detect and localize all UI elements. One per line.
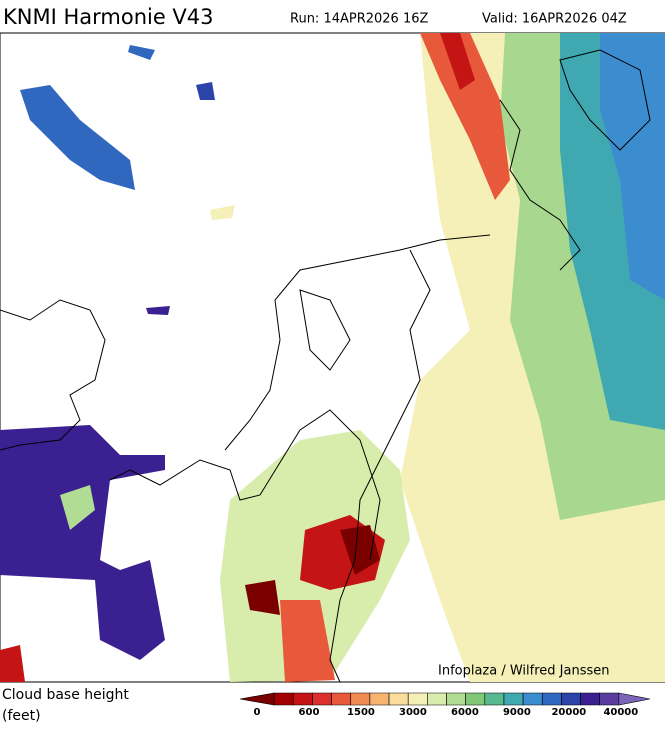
colorbar-swatch xyxy=(293,692,313,706)
field-blue-sea xyxy=(20,85,135,190)
field-orange xyxy=(420,33,510,200)
colorbar-swatch xyxy=(388,692,409,706)
coastline-sweden xyxy=(559,49,651,151)
field-darkred-spot xyxy=(245,580,280,615)
colorbar-swatch xyxy=(331,692,352,706)
colorbar-swatch xyxy=(465,692,486,706)
colorbar-swatch xyxy=(618,692,651,706)
colorbar-label: 600 xyxy=(299,707,320,718)
colorbar-swatch xyxy=(350,692,371,706)
colorbar-swatch xyxy=(522,692,543,706)
coastline-netherlands xyxy=(224,234,491,451)
colorbar-label: 40000 xyxy=(603,707,638,718)
colorbar-swatch xyxy=(312,692,332,706)
colorbar-label: 0 xyxy=(254,707,261,718)
colorbar-swatch xyxy=(541,692,562,706)
title: KNMI Harmonie V43 xyxy=(3,5,214,29)
colorbar-swatch xyxy=(484,692,505,706)
field-blue-spot2 xyxy=(128,45,155,60)
colorbar-swatch xyxy=(273,692,294,706)
colorbar-swatch xyxy=(427,692,447,706)
field-blue-spot xyxy=(196,82,215,100)
field-blue xyxy=(600,33,665,300)
colorbar-swatch xyxy=(503,692,524,706)
legend-label: Cloud base height xyxy=(2,687,129,703)
map-area: Infoplaza / Wilfred Janssen xyxy=(0,32,665,683)
colorbar-swatch xyxy=(446,692,466,706)
colorbar-swatch xyxy=(561,692,581,706)
colorbar-swatch xyxy=(580,692,600,706)
colorbar-swatch xyxy=(599,692,620,706)
field-red-corner xyxy=(0,645,25,682)
field-red xyxy=(440,33,475,90)
colorbar-swatch xyxy=(369,692,390,706)
field-yellow-spot xyxy=(210,205,235,220)
coastline-denmark xyxy=(499,99,581,271)
border-germany xyxy=(329,249,431,683)
colorbar-label: 20000 xyxy=(551,707,586,718)
colorbar-label: 9000 xyxy=(503,707,531,718)
valid-time: Valid: 16APR2026 04Z xyxy=(482,12,627,27)
map-credit: Infoplaza / Wilfred Janssen xyxy=(438,664,610,679)
field-purple xyxy=(0,425,165,660)
border-belgium xyxy=(109,409,381,561)
colorbar-label: 1500 xyxy=(347,707,375,718)
colorbar-label: 3000 xyxy=(399,707,427,718)
legend-unit: (feet) xyxy=(2,708,41,724)
colorbar-label: 6000 xyxy=(451,707,479,718)
field-orange-south xyxy=(280,600,335,682)
coastline-england xyxy=(0,299,106,451)
field-green-spot xyxy=(60,485,95,530)
field-darkred-core xyxy=(340,525,380,575)
coastline-ijsselmeer xyxy=(299,289,351,371)
colorbar-swatch xyxy=(407,692,428,706)
colorbar: 0 600 1500 3000 6000 9000 20000 40000 xyxy=(239,692,651,718)
field-purple-spot xyxy=(146,306,170,315)
run-time: Run: 14APR2026 16Z xyxy=(290,12,429,27)
